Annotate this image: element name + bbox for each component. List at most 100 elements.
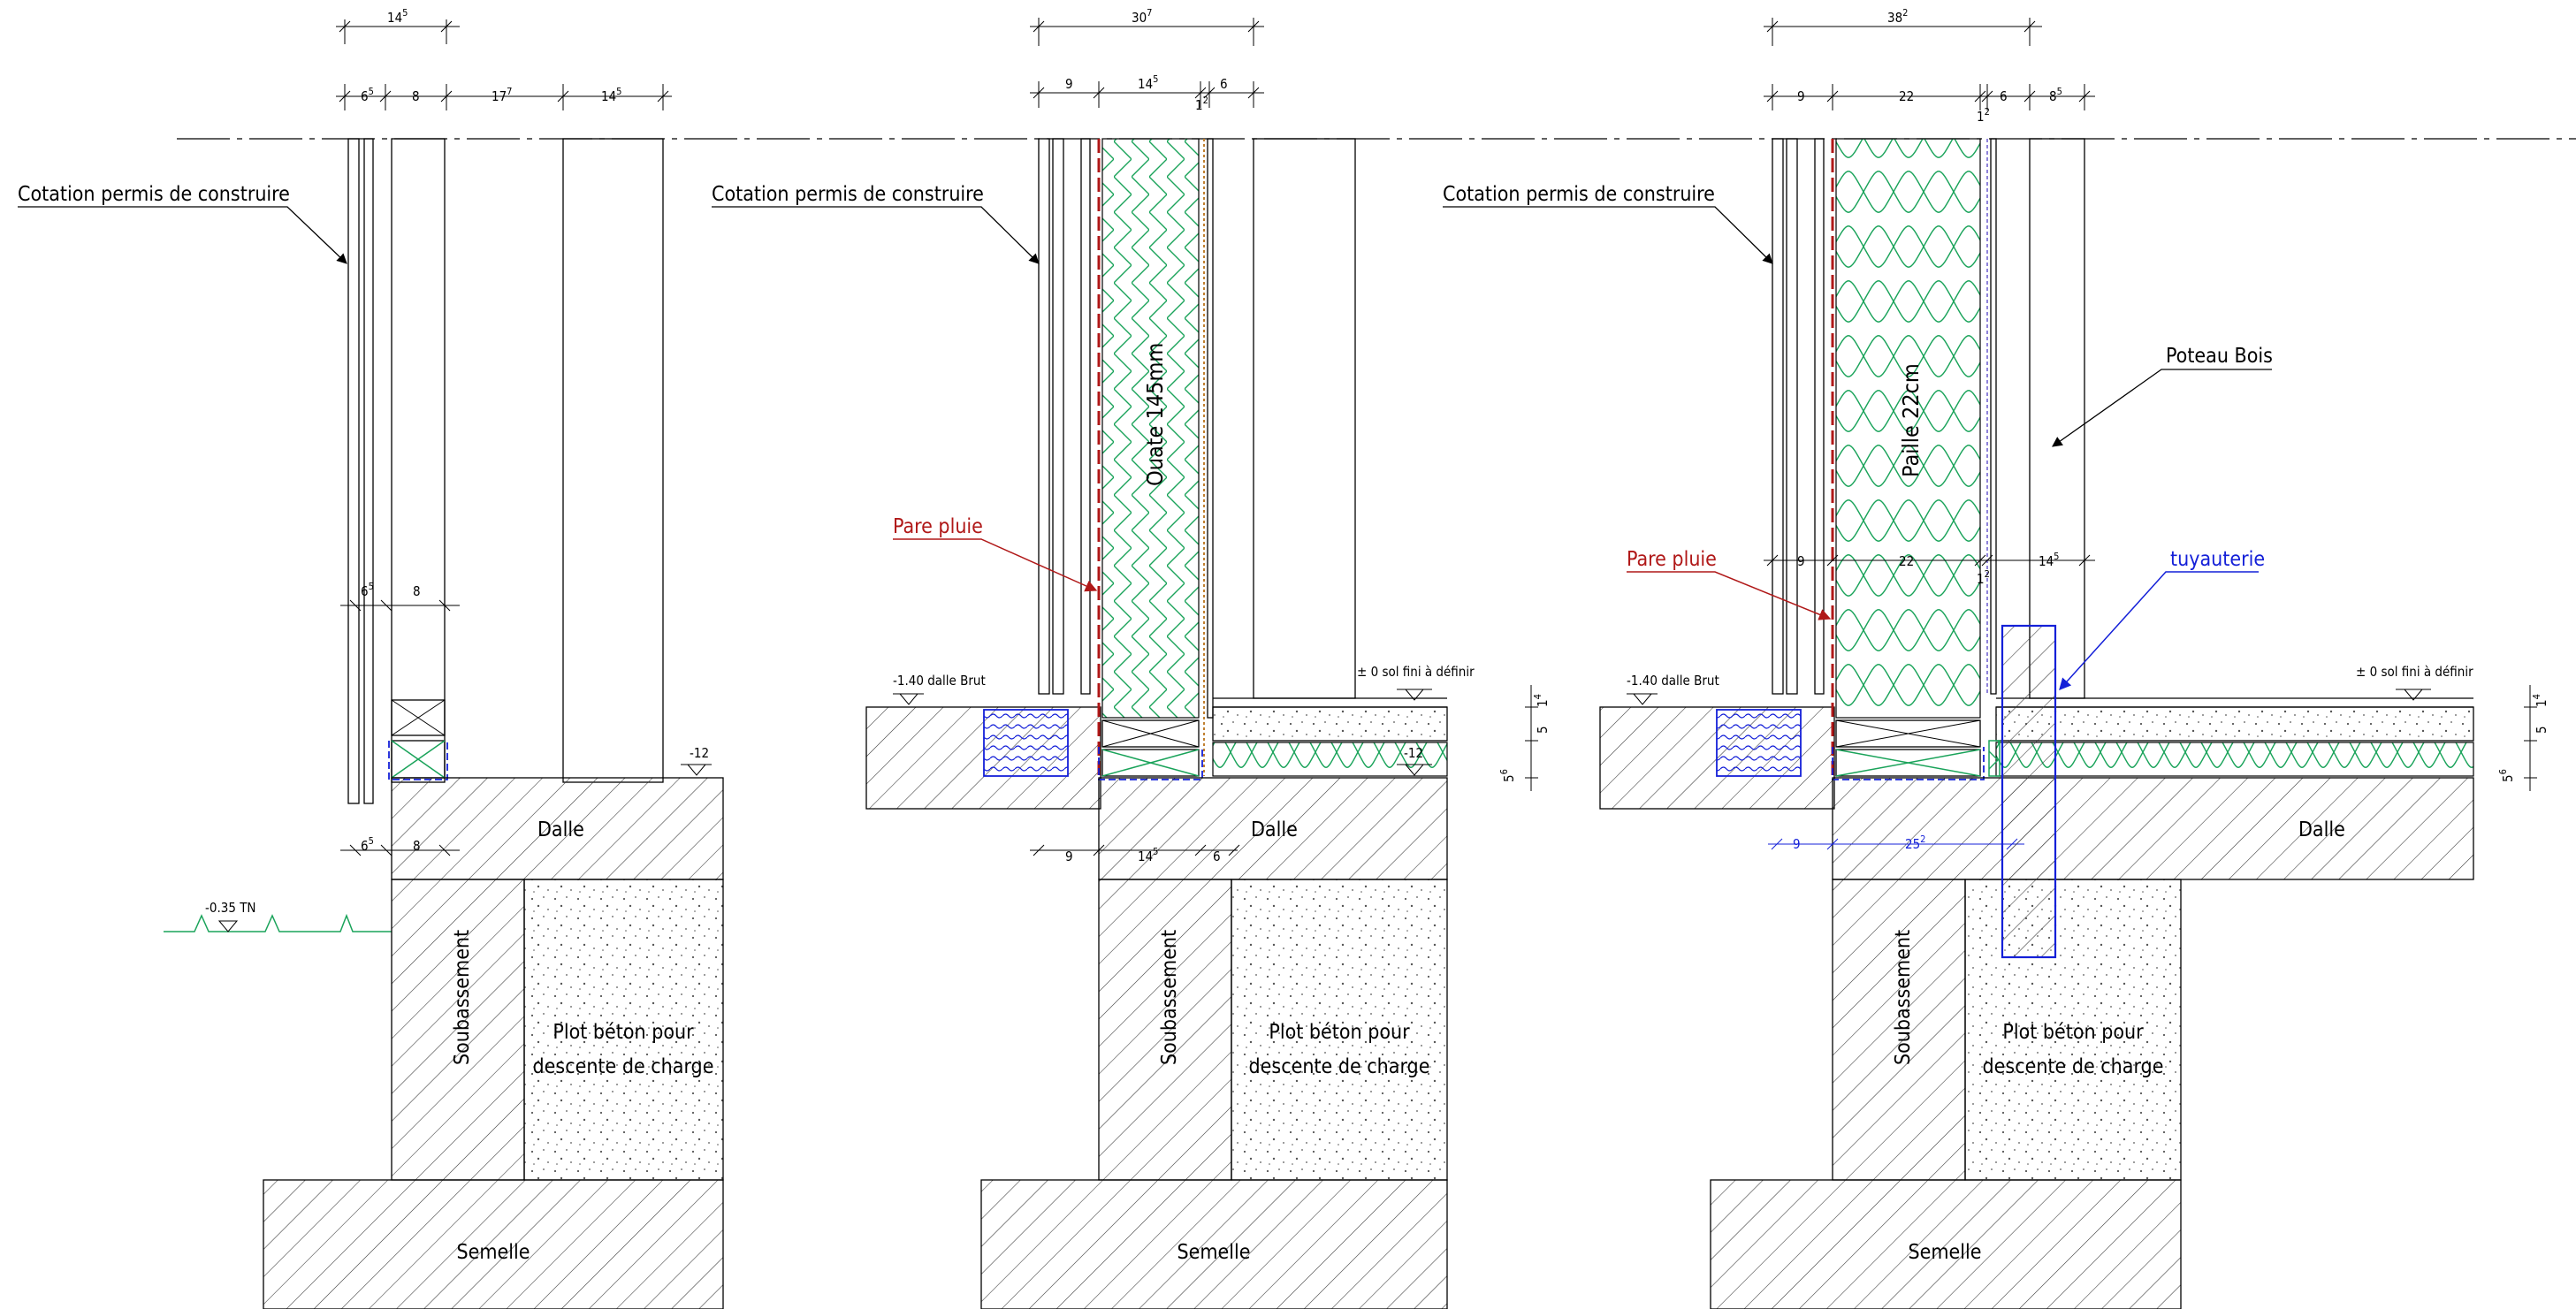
section-1-slab-label: Dalle xyxy=(537,818,584,841)
section-2-dim-4: 6 xyxy=(1220,76,1228,92)
section-1-slab xyxy=(391,777,724,880)
section-3-callout-leader xyxy=(1443,206,1773,264)
section-2-footing-label: Semelle xyxy=(1177,1241,1250,1264)
section-1-level-floor: -12 xyxy=(690,745,709,761)
section-3-cladding xyxy=(1772,138,1784,695)
section-2-cladding xyxy=(1038,138,1050,695)
section-3-pipe-leader xyxy=(2059,571,2259,691)
section-3-post-leader xyxy=(2052,369,2272,447)
section-3-pipe xyxy=(2001,624,2057,959)
section-2-base-wall-label: Soubassement xyxy=(1158,930,1181,1065)
section-2-rain-barrier-leader xyxy=(893,538,1098,592)
section-1-dims-mid: 65 8 xyxy=(340,581,460,612)
section-2-inner-wall xyxy=(1253,138,1356,699)
section-3-side-dims: 56 5 14 xyxy=(2497,685,2549,791)
section-2-low-dim-1: 9 xyxy=(1065,849,1073,864)
section-1-dim-3: 177 xyxy=(492,86,512,104)
section-1-stud xyxy=(391,138,446,783)
section-3-footing-label: Semelle xyxy=(1908,1241,1981,1264)
section-3-slab xyxy=(1832,777,2474,880)
section-1-mid-dim-1: 65 xyxy=(361,581,374,599)
section-3-pier xyxy=(1964,879,2182,1181)
section-2-side-dim-c: 14 xyxy=(1532,694,1551,707)
section-3-post-label: Poteau Bois xyxy=(2166,345,2273,368)
section-3-dims-top: 382 9 22 12 6 85 xyxy=(1764,7,2095,125)
section-3-pier-label-1: Plot béton pour xyxy=(2002,1021,2144,1044)
section-3-dim-total: 382 xyxy=(1887,7,1908,26)
section-2-dim-2: 145 xyxy=(1138,73,1158,92)
section-3-mid-dim-2: 22 xyxy=(1899,553,1914,569)
section-1-dims-top: 145 65 8 177 145 xyxy=(336,7,672,110)
section-3-pipe-seal xyxy=(1988,740,2001,777)
section-2-dims-low: 9 145 6 xyxy=(1030,844,1240,864)
section-1-level-ground: -0.35 TN xyxy=(205,900,256,916)
section-2-footing xyxy=(980,1179,1448,1309)
section-3-rain-barrier-label: Pare pluie xyxy=(1627,548,1717,571)
section-2-inner-board xyxy=(1207,138,1214,719)
section-2-sill-top xyxy=(1101,719,1200,748)
section-1-cladding xyxy=(347,138,360,804)
section-2-pier-label-1: Plot béton pour xyxy=(1269,1021,1410,1044)
section-3-dim-5: 85 xyxy=(2049,86,2062,104)
section-2-floor-insulation xyxy=(1212,742,1448,777)
section-3-inner-board xyxy=(1990,138,1997,695)
section-1-cladding-inner xyxy=(363,138,374,804)
section-1-pier-label-2: descente de charge xyxy=(533,1055,714,1078)
section-3: 382 9 22 12 6 85 -1.40 dalle Brut xyxy=(1443,7,2549,1309)
section-1-sill-top xyxy=(391,699,446,736)
section-2-batten xyxy=(1080,138,1091,695)
section-1-pier xyxy=(523,879,724,1181)
section-3-dim-3: 12 xyxy=(1977,106,1990,125)
section-2-rain-barrier-label: Pare pluie xyxy=(893,515,983,538)
section-2-low-dim-2: 145 xyxy=(1138,846,1158,864)
section-3-insulation-label: Paille 22cm xyxy=(1898,363,1924,477)
section-1-low-dim-2: 8 xyxy=(413,838,421,854)
section-2-level-finish: ± 0 sol fini à définir xyxy=(1357,664,1475,680)
section-2-side-dim-a: 56 xyxy=(1498,769,1517,782)
section-1-dim-total: 145 xyxy=(387,7,408,26)
section-2-side-dims: 56 5 14 xyxy=(1498,685,1551,791)
section-2-callout: Cotation permis de construire xyxy=(712,183,984,206)
section-2-low-dim-3: 6 xyxy=(1213,849,1221,864)
section-1-mid-dim-2: 8 xyxy=(413,583,421,599)
section-2: 307 9 145 12 6 -1.40 dalle Brut xyxy=(712,7,1551,1309)
section-3-side-dim-b: 5 xyxy=(2534,726,2549,734)
section-2-dim-3: 12 xyxy=(1195,95,1208,113)
section-3-dim-4: 6 xyxy=(2000,88,2008,104)
section-3-sill-top xyxy=(1835,719,1981,748)
section-3-drainage-box xyxy=(1716,709,1802,777)
section-2-level-raw: -1.40 dalle Brut xyxy=(893,673,986,689)
section-3-low-dim-2: 252 xyxy=(1905,833,1925,852)
section-1-footing xyxy=(263,1179,724,1309)
section-1-callout: Cotation permis de construire xyxy=(18,183,290,206)
section-3-base-wall-label: Soubassement xyxy=(1892,930,1915,1065)
section-2-insulation-label: Ouate 145mm xyxy=(1142,343,1168,486)
section-3-mid-dim-1: 9 xyxy=(1797,553,1805,569)
section-3-dims-mid: 9 22 12 145 xyxy=(1764,551,2095,587)
section-1-dim-4: 145 xyxy=(601,86,621,104)
section-2-dim-total: 307 xyxy=(1132,7,1152,26)
section-2-screed xyxy=(1212,706,1448,742)
section-2-insulation xyxy=(1101,138,1200,719)
section-2-side-dim-b: 5 xyxy=(1535,726,1551,734)
section-3-sill-bottom xyxy=(1835,749,1981,777)
section-1-ground-line: -0.35 TN xyxy=(164,900,392,932)
section-3-post xyxy=(2029,138,2085,699)
section-1-inner-wall xyxy=(562,138,664,783)
section-1-base-wall-label: Soubassement xyxy=(451,930,474,1065)
section-3-rain-barrier-leader xyxy=(1627,571,1832,620)
section-3-screed xyxy=(1995,706,2474,742)
section-1-dims-low: 65 8 xyxy=(340,835,460,856)
section-2-drainage-box xyxy=(983,709,1069,777)
section-3-side-dim-a: 56 xyxy=(2497,769,2516,782)
section-3-slab-label: Dalle xyxy=(2298,818,2345,841)
section-3-side-dim-c: 14 xyxy=(2531,694,2549,707)
section-2-base-wall xyxy=(1098,879,1232,1181)
section-1: 145 65 8 177 145 65 xyxy=(18,7,724,1309)
section-3-mid-dim-4: 145 xyxy=(2039,551,2059,569)
section-3-level-raw: -1.40 dalle Brut xyxy=(1627,673,1719,689)
section-2-dim-1: 9 xyxy=(1065,76,1073,92)
section-2-pier-label-2: descente de charge xyxy=(1249,1055,1430,1078)
section-3-pier-label-2: descente de charge xyxy=(1983,1055,2164,1078)
